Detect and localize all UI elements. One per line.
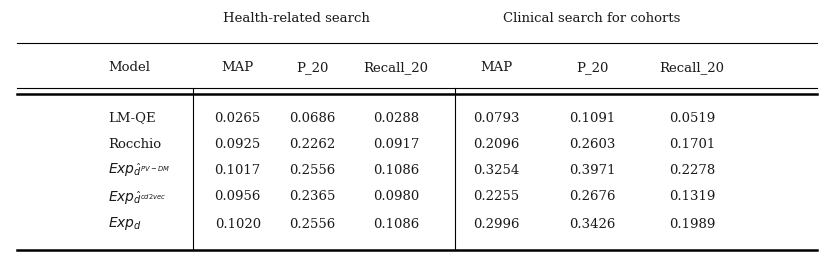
- Text: $Exp_{\hat{d}^{PV-DM}}$: $Exp_{\hat{d}^{PV-DM}}$: [108, 161, 170, 178]
- Text: 0.1020: 0.1020: [214, 218, 261, 231]
- Text: 0.1086: 0.1086: [373, 218, 420, 231]
- Text: 0.2278: 0.2278: [669, 164, 716, 177]
- Text: Rocchio: Rocchio: [108, 137, 162, 150]
- Text: $Exp_{d}$: $Exp_{d}$: [108, 215, 143, 232]
- Text: 0.2255: 0.2255: [473, 191, 520, 204]
- Text: Health-related search: Health-related search: [223, 12, 369, 25]
- Text: MAP: MAP: [480, 62, 512, 75]
- Text: Recall_20: Recall_20: [660, 62, 725, 75]
- Text: 0.0956: 0.0956: [214, 191, 261, 204]
- Text: 0.0980: 0.0980: [373, 191, 420, 204]
- Text: 0.2365: 0.2365: [289, 191, 336, 204]
- Text: 0.0793: 0.0793: [473, 112, 520, 124]
- Text: 0.3426: 0.3426: [569, 218, 615, 231]
- Text: 0.0519: 0.0519: [669, 112, 716, 124]
- Text: MAP: MAP: [222, 62, 254, 75]
- Text: 0.1701: 0.1701: [669, 137, 716, 150]
- Text: 0.0925: 0.0925: [214, 137, 261, 150]
- Text: 0.2556: 0.2556: [289, 218, 336, 231]
- Text: 0.0288: 0.0288: [373, 112, 420, 124]
- Text: P_20: P_20: [297, 62, 329, 75]
- Text: 0.2262: 0.2262: [289, 137, 336, 150]
- Text: 0.1017: 0.1017: [214, 164, 261, 177]
- Text: 0.2676: 0.2676: [569, 191, 615, 204]
- Text: P_20: P_20: [576, 62, 608, 75]
- Text: 0.2996: 0.2996: [473, 218, 520, 231]
- Text: 0.1091: 0.1091: [569, 112, 615, 124]
- Text: 0.0265: 0.0265: [214, 112, 261, 124]
- Text: 0.1086: 0.1086: [373, 164, 420, 177]
- Text: 0.1319: 0.1319: [669, 191, 716, 204]
- Text: 0.3971: 0.3971: [569, 164, 615, 177]
- Text: $Exp_{\hat{d}^{cd2vec}}$: $Exp_{\hat{d}^{cd2vec}}$: [108, 188, 167, 205]
- Text: 0.3254: 0.3254: [473, 164, 520, 177]
- Text: Model: Model: [108, 62, 150, 75]
- Text: 0.1989: 0.1989: [669, 218, 716, 231]
- Text: 0.0686: 0.0686: [289, 112, 336, 124]
- Text: LM-QE: LM-QE: [108, 112, 156, 124]
- Text: 0.0917: 0.0917: [373, 137, 420, 150]
- Text: 0.2603: 0.2603: [569, 137, 615, 150]
- Text: 0.2096: 0.2096: [473, 137, 520, 150]
- Text: Recall_20: Recall_20: [364, 62, 429, 75]
- Text: 0.2556: 0.2556: [289, 164, 336, 177]
- Text: Clinical search for cohorts: Clinical search for cohorts: [504, 12, 681, 25]
